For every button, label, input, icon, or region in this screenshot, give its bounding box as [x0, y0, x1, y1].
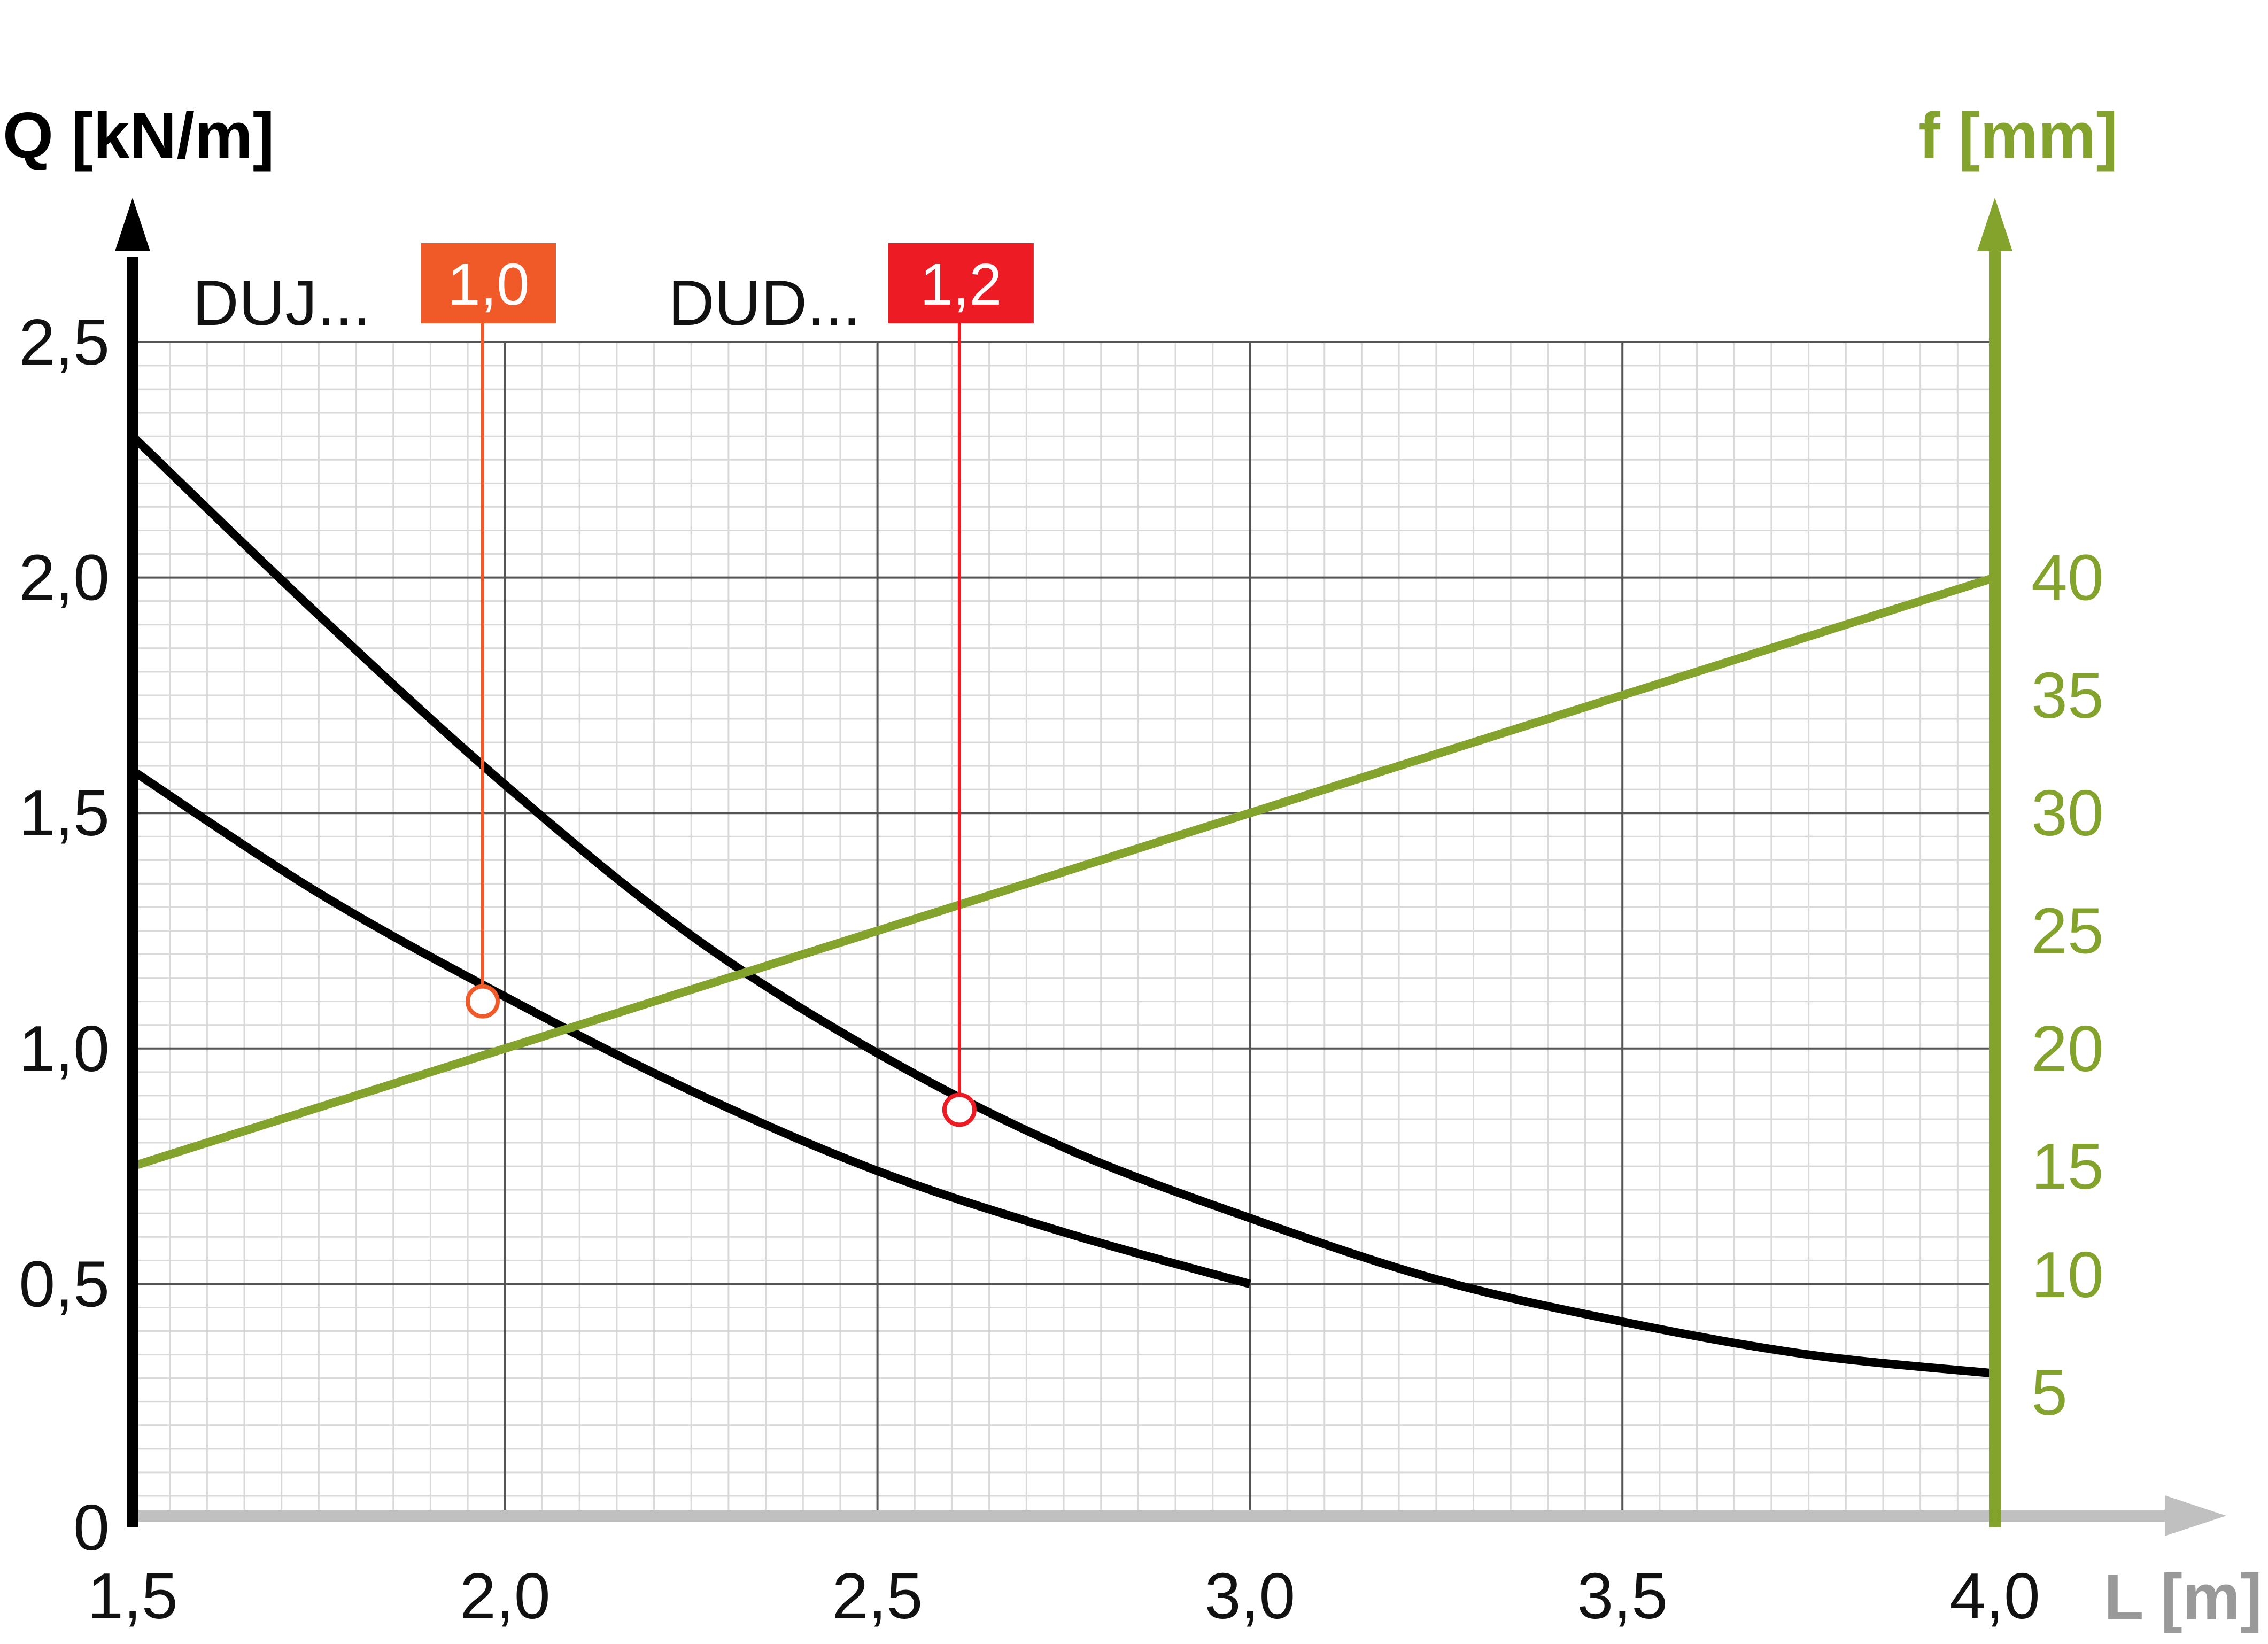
- x-tick-label: 3,0: [1205, 1560, 1296, 1632]
- y-left-axis-arrow: [115, 198, 150, 251]
- series-line-1: [130, 767, 1251, 1289]
- marker-badge-label: 1,0: [448, 252, 530, 317]
- series-label-2: DUD...: [668, 267, 861, 339]
- marker-point: [465, 984, 500, 1019]
- x-tick-label: 2,0: [460, 1560, 551, 1632]
- marker-badge-label: 1,2: [920, 252, 1002, 317]
- x-tick-label: 3,5: [1577, 1560, 1668, 1632]
- y-right-tick-label: 25: [2031, 895, 2104, 967]
- x-tick-label: 1,5: [87, 1560, 178, 1632]
- labels-layer: DUJ... DUD... Q [kN/m] f [mm] L [m] 1,5 2,0 2,5…: [3, 99, 2262, 1633]
- y-left-tick-label: 2,0: [19, 541, 110, 614]
- y-right-tick-label: 10: [2031, 1238, 2104, 1311]
- y-left-tick-label: 2,5: [19, 306, 110, 378]
- y-left-tick-label: 1,0: [19, 1012, 110, 1085]
- y-left-tick-label: 1,5: [19, 777, 110, 849]
- x-tick-label: 4,0: [1949, 1560, 2040, 1632]
- series-layer: [129, 433, 1996, 1378]
- series-label-1: DUJ...: [192, 267, 370, 339]
- y-right-tick-label: 20: [2031, 1012, 2104, 1085]
- y-right-tick-label: 5: [2031, 1356, 2068, 1429]
- series-line-2: [129, 433, 1995, 1378]
- marker-layer: 1,0 1,2: [421, 243, 1034, 1127]
- marker-badge: [888, 243, 1034, 323]
- y-left-axis-title: Q [kN/m]: [3, 99, 274, 172]
- y-right-tick-label: 15: [2031, 1130, 2104, 1203]
- y-right-tick-label: 30: [2031, 777, 2104, 849]
- y-left-tick-label: 0,5: [19, 1247, 110, 1320]
- y-right-axis-title: f [mm]: [1918, 99, 2118, 172]
- series-line-f: [131, 573, 1996, 1170]
- y-left-tick-label: 0: [73, 1491, 110, 1564]
- axes-layer: [115, 198, 2226, 1536]
- x-axis-title: L [m]: [2104, 1561, 2262, 1633]
- y-right-tick-label: 40: [2031, 541, 2104, 614]
- y-right-axis-arrow: [1977, 198, 2012, 251]
- y-right-tick-label: 35: [2031, 659, 2104, 732]
- marker-badge: [421, 243, 556, 323]
- grid-minor: [133, 342, 1995, 1519]
- marker-point: [942, 1092, 977, 1127]
- x-tick-label: 2,5: [832, 1560, 923, 1632]
- x-axis-arrow: [2165, 1495, 2226, 1536]
